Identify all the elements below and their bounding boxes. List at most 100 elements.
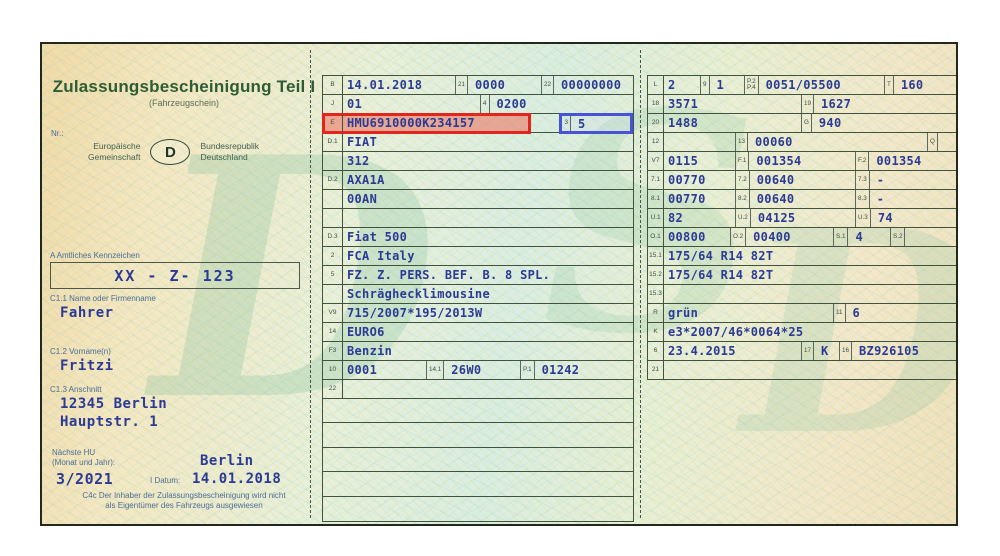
field-value: 6	[852, 306, 861, 320]
issue-date-label: I Datum:	[150, 476, 181, 485]
field-key: 18	[648, 95, 664, 113]
field-key: F3	[323, 342, 343, 360]
field-value: 2	[668, 78, 676, 92]
field-key: L	[648, 76, 664, 94]
field-value: 0200	[496, 97, 527, 111]
field-cell: 8.2 00640	[735, 190, 855, 208]
field-cell: 19 1627	[801, 95, 956, 113]
field-key: J	[323, 95, 343, 113]
field-row-8.1: 8.1 00770 8.2 00640 8.3-	[648, 190, 956, 209]
firstname-label: C1.2 Vorname(n)	[50, 347, 111, 356]
field-cell: 4 0200	[480, 95, 633, 113]
subfield-key: U.2	[735, 209, 751, 227]
field-cell: 23.4.2015	[664, 342, 801, 360]
field-row-F3: F3 Benzin	[323, 342, 633, 361]
field-value: 82	[668, 211, 684, 225]
highlight-red-box[interactable]	[322, 112, 531, 134]
field-value: EURO6	[347, 325, 385, 339]
field-row-15.2: 15.2 175/64 R14 82T	[648, 266, 956, 285]
address-line2: Hauptstr. 1	[60, 414, 159, 430]
issue-city-value: Berlin	[200, 453, 254, 469]
subfield-key: Q	[927, 133, 938, 151]
field-cell: 175/64 R14 82T	[664, 247, 956, 265]
field-row-2: 2 FCA Italy	[323, 247, 633, 266]
field-value: Fiat 500	[347, 230, 408, 244]
field-cell: HMU6910000K234157	[343, 114, 528, 132]
right-field-table: L 2 9 1 P.2 P.4 0051/05500 T 160 18 3571 19 1627 20 1…	[647, 75, 956, 380]
field-value: AXA1A	[347, 173, 385, 187]
field-key: D.1	[323, 133, 343, 151]
field-key: 15.3	[648, 285, 664, 303]
subfield-key: 8.3	[855, 190, 870, 208]
document-subtitle: (Fahrzeugschein)	[148, 98, 220, 108]
field-value: 160	[900, 78, 924, 92]
field-value: 74	[877, 211, 893, 225]
field-row-B: B 14.01.2018 21 0000 22 00000000	[323, 76, 633, 95]
subfield-key: 14.1	[426, 361, 445, 379]
field-cell: 1488	[664, 114, 801, 132]
field-key	[323, 209, 343, 227]
field-cell: FCA Italy	[343, 247, 633, 265]
field-value: 01	[347, 97, 363, 111]
field-value: 00060	[755, 135, 793, 149]
subfield-key: 22	[541, 76, 555, 94]
field-cell	[343, 209, 633, 227]
field-cell: AXA1A	[343, 171, 633, 189]
field-value: 00640	[756, 173, 795, 187]
subfield-key: F.2	[855, 152, 870, 170]
field-value: BZ926105	[859, 344, 920, 358]
field-value: 01242	[541, 363, 580, 377]
subfield-key: U.3	[855, 209, 871, 227]
c4c-note-line1: C4c Der Inhaber der Zulassungsbescheinig…	[82, 491, 286, 500]
country-oval-icon: D	[150, 139, 191, 165]
firstname-value: Fritzi	[60, 358, 114, 374]
field-key: 20	[648, 114, 664, 132]
field-cell: 175/64 R14 82T	[664, 266, 956, 284]
field-value: 00770	[668, 173, 706, 187]
field-cell: Q	[927, 133, 956, 151]
field-row-E: E HMU6910000K234157 3 5	[322, 112, 634, 134]
field-value: 001354	[756, 154, 802, 168]
field-row-cont-11: Schräghecklimousine	[323, 285, 633, 304]
field-key: D.3	[323, 228, 343, 246]
field-cell: F.2 001354	[855, 152, 956, 170]
c4c-note: C4c Der Inhaber der Zulassungsbescheinig…	[46, 491, 322, 512]
subfield-key: 19	[801, 95, 815, 113]
field-row-V7: V7 0115 F.1 001354 F.2 001354	[648, 152, 956, 171]
field-value: 715/2007*195/2013W	[347, 306, 483, 320]
field-row-6: 6 23.4.2015 17 K 16 BZ926105	[648, 342, 956, 361]
field-cell: 7.3-	[855, 171, 956, 189]
field-cell	[528, 114, 560, 132]
field-value: HMU6910000K234157	[347, 116, 475, 130]
field-value: 04125	[757, 211, 796, 225]
field-cell: 16 BZ926105	[839, 342, 956, 360]
field-value: 26W0	[451, 363, 482, 377]
field-key	[323, 285, 343, 303]
field-row-D.2: D.2 AXA1A	[323, 171, 633, 190]
field-value: 0051/05500	[765, 78, 841, 92]
ruled-line	[323, 497, 633, 522]
subfield-key: S.2	[890, 228, 906, 246]
field-key: 5	[323, 266, 343, 284]
field-row-D.1: D.1 FIAT	[323, 133, 633, 152]
field-cell: S.1 4	[833, 228, 890, 246]
subfield-key: P.2 P.4	[744, 76, 759, 94]
empty-ruled-lines	[322, 398, 634, 522]
field-cell: 22 00000000	[541, 76, 633, 94]
field-cell: 00770	[664, 190, 735, 208]
next-hu-value: 3/2021	[56, 470, 114, 488]
middle-field-table: B 14.01.2018 21 0000 22 00000000 J 01 4 0200 E HMU6…	[322, 75, 634, 399]
address-line1: 12345 Berlin	[60, 396, 168, 412]
field-value: 0001	[347, 363, 378, 377]
field-cell: 2	[664, 76, 700, 94]
field-cell: 00800	[664, 228, 730, 246]
field-value: FCA Italy	[347, 249, 415, 263]
subfield-key: 21	[455, 76, 469, 94]
field-value: 00640	[756, 192, 795, 206]
subfield-key: P.1	[520, 361, 535, 379]
field-value: 940	[818, 116, 842, 130]
